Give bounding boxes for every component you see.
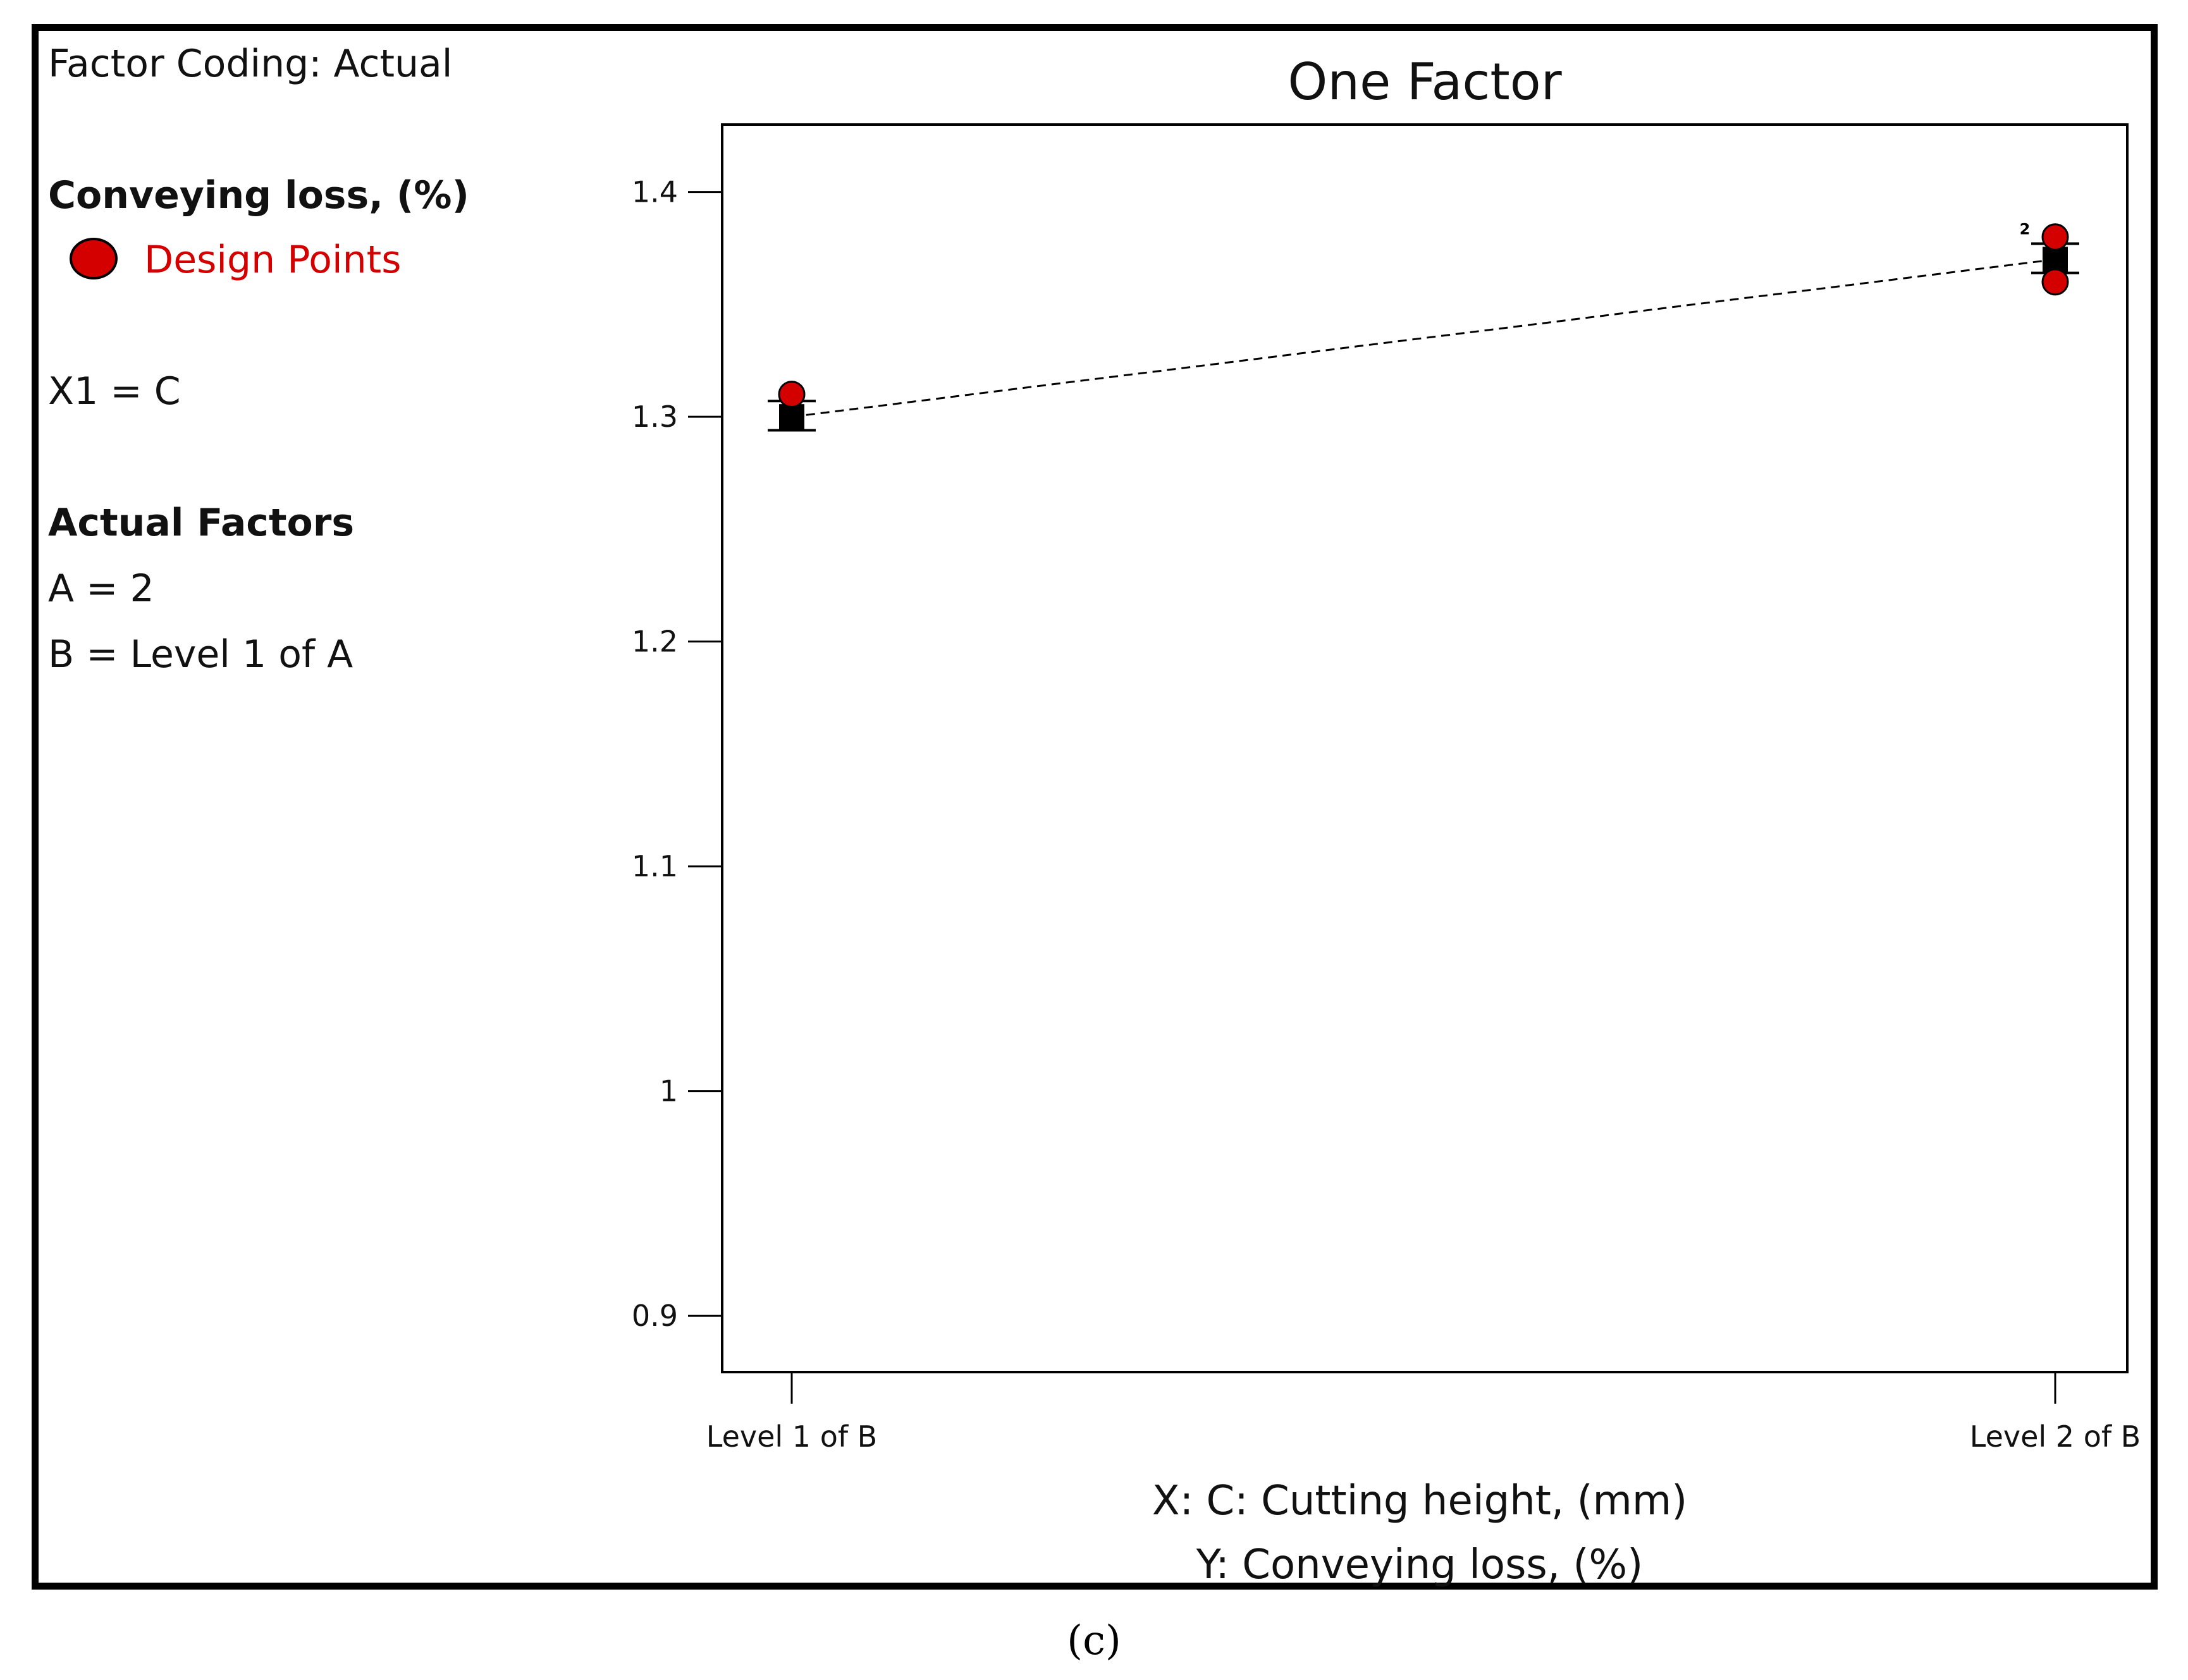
design-point-legend-icon — [70, 238, 118, 279]
design-point-count-label: 2 — [2020, 221, 2031, 238]
y-tick-label: 1.2 — [632, 625, 678, 659]
figure-caption: (c) — [1067, 1617, 1121, 1664]
prediction-line — [791, 258, 2056, 418]
y-tick-label: 1 — [660, 1074, 678, 1108]
x-tick-label: Level 2 of B — [1970, 1419, 2141, 1454]
y-tick-label: 1.4 — [632, 175, 678, 209]
y-tick-label: 1.1 — [632, 849, 678, 883]
y-axis-label: Y: Conveying loss, (%) — [1196, 1542, 1643, 1588]
x-axis: Level 1 of B Level 2 of B — [706, 1372, 2141, 1454]
factor-coding-label: Factor Coding: Actual — [48, 42, 453, 86]
design-point — [778, 381, 806, 408]
response-title: Conveying loss, (%) — [48, 173, 469, 218]
legend-label-design-points: Design Points — [144, 238, 402, 282]
x-axis-label: X: C: Cutting height, (mm) — [1152, 1478, 1687, 1524]
design-point — [2041, 223, 2069, 251]
x-tick-label: Level 1 of B — [706, 1419, 877, 1454]
factor-b-value: B = Level 1 of A — [48, 632, 353, 677]
actual-factors-heading: Actual Factors — [48, 501, 355, 545]
figure-frame — [32, 24, 2158, 1590]
predicted-mean-marker — [779, 404, 804, 430]
design-point — [2041, 268, 2069, 296]
x1-assignment: X1 = C — [48, 369, 181, 414]
factor-a-value: A = 2 — [48, 567, 154, 611]
plot-area — [721, 123, 2129, 1373]
y-tick-label: 0.9 — [632, 1299, 678, 1333]
predicted-mean-marker — [2043, 247, 2068, 273]
chart-title: One Factor — [1288, 52, 1561, 111]
y-axis: 0.9 1 1.1 1.2 1.3 1.4 — [632, 175, 722, 1333]
y-tick-label: 1.3 — [632, 400, 678, 434]
design-points: 2 — [778, 221, 2069, 408]
